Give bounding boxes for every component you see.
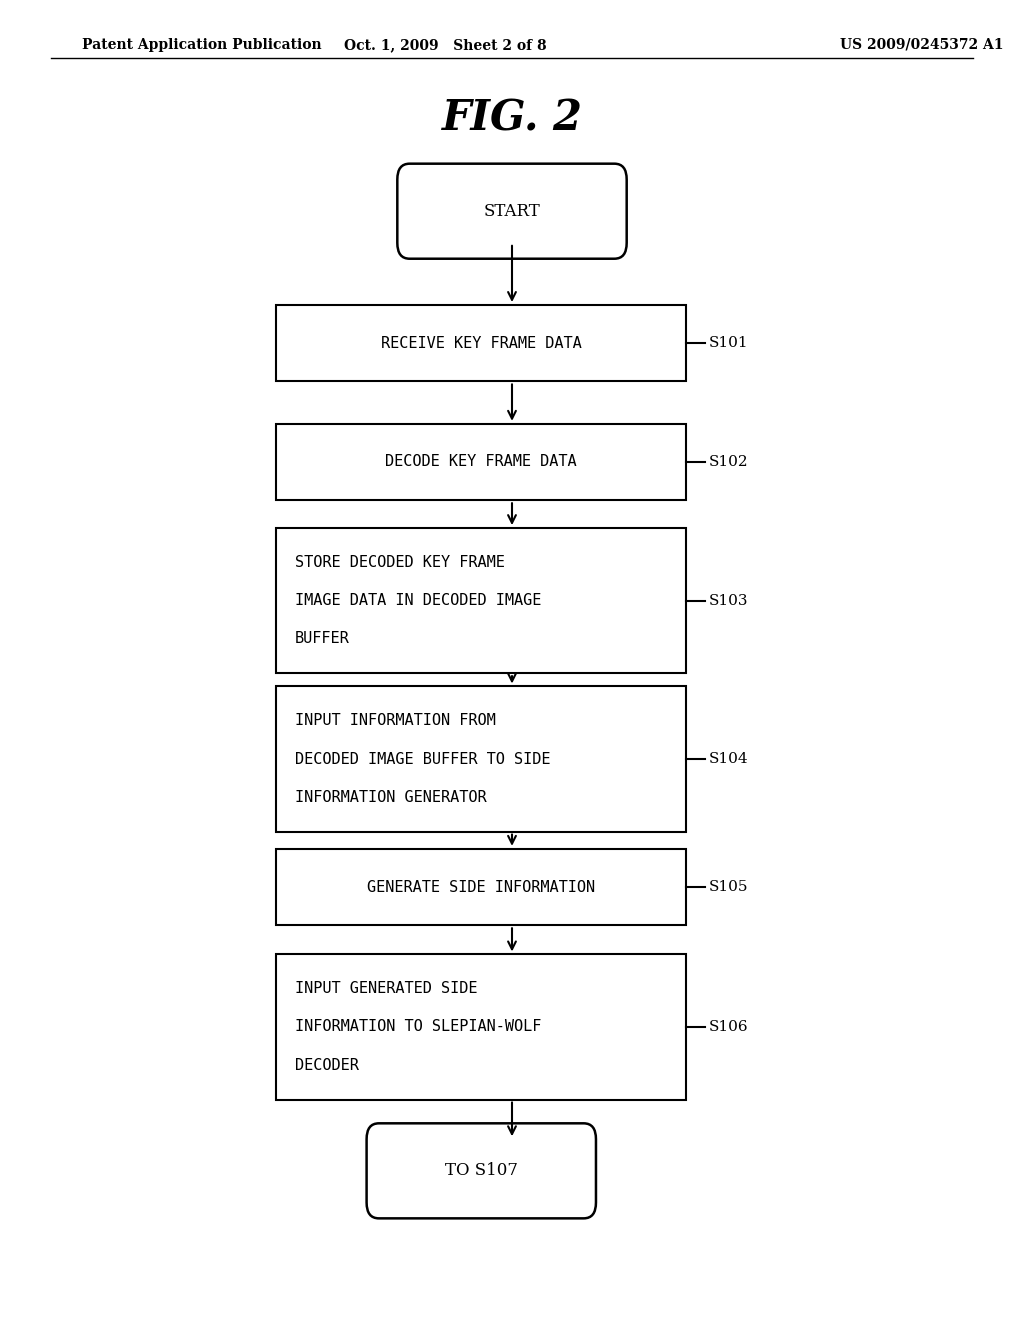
Text: INFORMATION TO SLEPIAN-WOLF: INFORMATION TO SLEPIAN-WOLF [295, 1019, 542, 1035]
Text: DECODED IMAGE BUFFER TO SIDE: DECODED IMAGE BUFFER TO SIDE [295, 751, 551, 767]
Bar [276, 954, 686, 1100]
Text: INFORMATION GENERATOR: INFORMATION GENERATOR [295, 789, 486, 805]
FancyBboxPatch shape [367, 1123, 596, 1218]
Text: S101: S101 [709, 337, 749, 350]
Bar [276, 424, 686, 500]
Text: S102: S102 [709, 455, 749, 469]
Text: DECODER: DECODER [295, 1057, 358, 1073]
Text: GENERATE SIDE INFORMATION: GENERATE SIDE INFORMATION [368, 879, 595, 895]
Text: RECEIVE KEY FRAME DATA: RECEIVE KEY FRAME DATA [381, 335, 582, 351]
Text: STORE DECODED KEY FRAME: STORE DECODED KEY FRAME [295, 554, 505, 570]
Text: Oct. 1, 2009   Sheet 2 of 8: Oct. 1, 2009 Sheet 2 of 8 [344, 38, 547, 51]
Bar [276, 305, 686, 381]
Text: S103: S103 [709, 594, 749, 607]
FancyBboxPatch shape [397, 164, 627, 259]
Text: FIG. 2: FIG. 2 [441, 98, 583, 140]
Text: IMAGE DATA IN DECODED IMAGE: IMAGE DATA IN DECODED IMAGE [295, 593, 542, 609]
Text: S106: S106 [709, 1020, 749, 1034]
Text: START: START [483, 203, 541, 219]
Text: DECODE KEY FRAME DATA: DECODE KEY FRAME DATA [385, 454, 578, 470]
Text: S104: S104 [709, 752, 749, 766]
Bar [276, 849, 686, 925]
Text: S105: S105 [709, 880, 749, 894]
Text: INPUT INFORMATION FROM: INPUT INFORMATION FROM [295, 713, 496, 729]
Text: Patent Application Publication: Patent Application Publication [82, 38, 322, 51]
Text: TO S107: TO S107 [444, 1163, 518, 1179]
Text: INPUT GENERATED SIDE: INPUT GENERATED SIDE [295, 981, 477, 997]
Bar [276, 528, 686, 673]
Bar [276, 686, 686, 832]
Text: US 2009/0245372 A1: US 2009/0245372 A1 [840, 38, 1004, 51]
Text: BUFFER: BUFFER [295, 631, 349, 647]
